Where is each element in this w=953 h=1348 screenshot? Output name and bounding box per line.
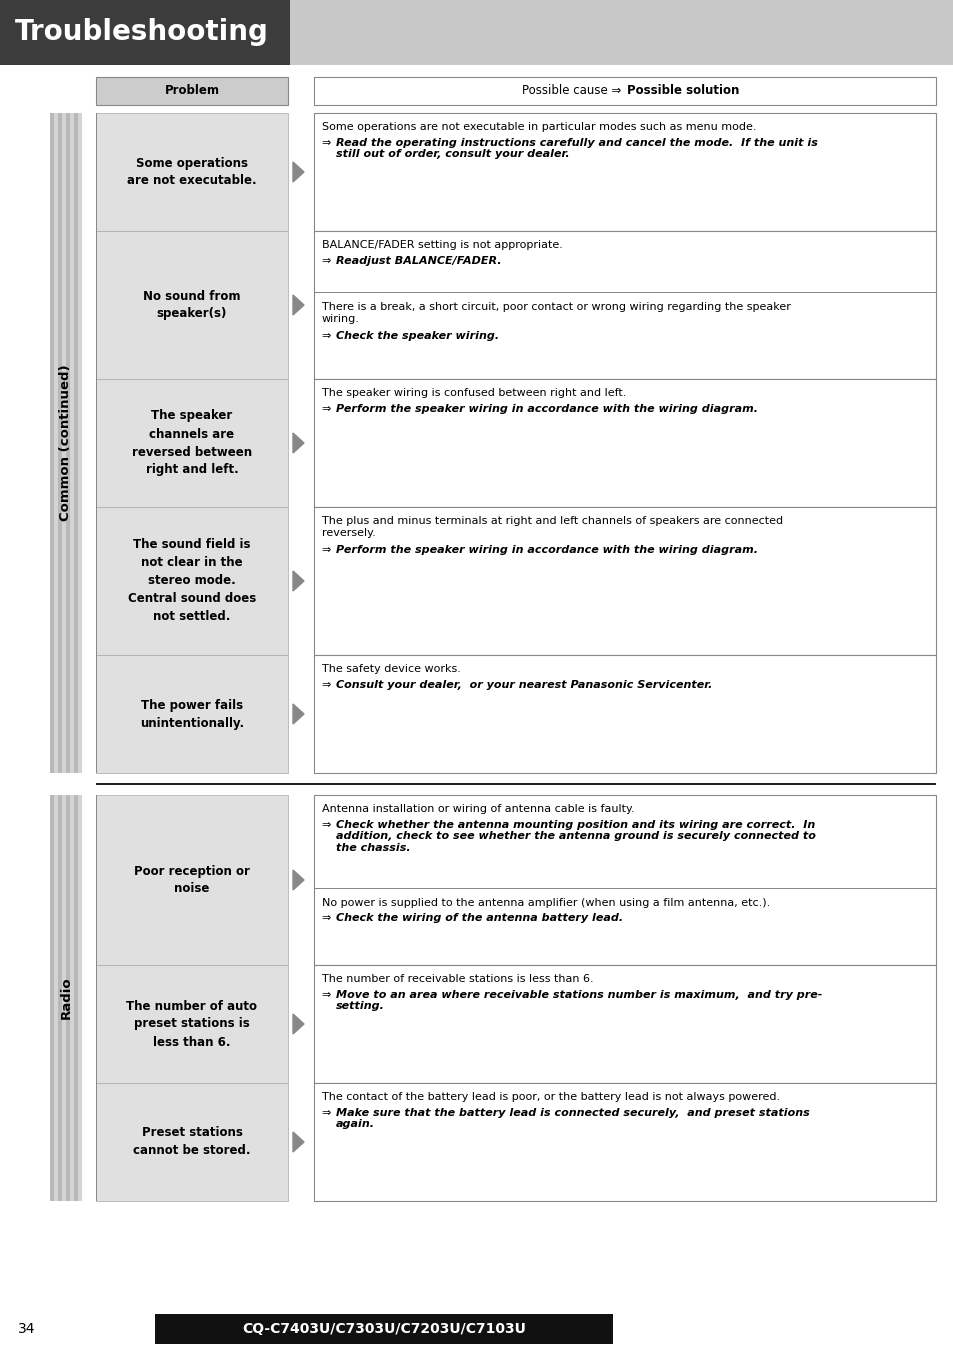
Bar [96, 231, 288, 379]
Bar [314, 77, 935, 105]
Text: The contact of the battery lead is poor, or the battery lead is not always power: The contact of the battery lead is poor,… [322, 1092, 780, 1103]
Polygon shape [293, 869, 304, 890]
Bar [74, 795, 78, 1201]
Text: ⇒: ⇒ [322, 256, 335, 266]
Text: Check the speaker wiring.: Check the speaker wiring. [335, 332, 498, 341]
Bar [58, 795, 62, 1201]
Bar [96, 113, 97, 772]
Bar [314, 965, 935, 1082]
Text: The sound field is
not clear in the
stereo mode.
Central sound does
not settled.: The sound field is not clear in the ster… [128, 538, 255, 624]
Bar [66, 113, 70, 772]
Polygon shape [293, 295, 304, 315]
Text: Problem: Problem [164, 85, 219, 97]
Bar [96, 795, 97, 1201]
Bar [314, 1082, 935, 1201]
Text: The safety device works.: The safety device works. [322, 665, 460, 674]
Text: CQ-C7403U/C7303U/C7203U/C7103U: CQ-C7403U/C7303U/C7203U/C7103U [242, 1322, 525, 1336]
Bar [58, 113, 62, 772]
Bar [314, 113, 935, 231]
Text: The speaker wiring is confused between right and left.: The speaker wiring is confused between r… [322, 388, 626, 398]
Bar [0, 1310, 953, 1348]
Bar [50, 113, 54, 772]
Polygon shape [293, 1132, 304, 1153]
Bar [96, 113, 288, 231]
Text: ⇒: ⇒ [322, 1108, 335, 1117]
Bar [96, 782, 935, 785]
Polygon shape [293, 162, 304, 182]
Text: Possible cause ⇒: Possible cause ⇒ [521, 85, 624, 97]
Text: Check the wiring of the antenna battery lead.: Check the wiring of the antenna battery … [335, 913, 622, 923]
Text: The plus and minus terminals at right and left channels of speakers are connecte: The plus and minus terminals at right an… [322, 516, 782, 538]
Text: Perform the speaker wiring in accordance with the wiring diagram.: Perform the speaker wiring in accordance… [335, 403, 758, 414]
Text: Preset stations
cannot be stored.: Preset stations cannot be stored. [133, 1127, 251, 1158]
Bar [314, 507, 935, 655]
Text: Read the operating instructions carefully and cancel the mode.  If the unit is
s: Read the operating instructions carefull… [335, 137, 817, 159]
Bar [96, 655, 288, 772]
Text: Antenna installation or wiring of antenna cable is faulty.: Antenna installation or wiring of antenn… [322, 803, 634, 814]
Bar [154, 1314, 613, 1344]
Text: No sound from
speaker(s): No sound from speaker(s) [143, 290, 240, 321]
Text: ⇒: ⇒ [322, 545, 335, 555]
Text: ⇒: ⇒ [322, 679, 335, 689]
Polygon shape [293, 572, 304, 590]
Bar [50, 113, 82, 772]
Bar [0, 0, 290, 65]
Text: The speaker
channels are
reversed between
right and left.: The speaker channels are reversed betwee… [132, 410, 252, 476]
Bar [66, 795, 70, 1201]
Bar [314, 795, 935, 965]
Text: Check whether the antenna mounting position and its wiring are correct.  In
addi: Check whether the antenna mounting posit… [335, 820, 815, 853]
Text: ⇒: ⇒ [322, 403, 335, 414]
Text: The power fails
unintentionally.: The power fails unintentionally. [140, 698, 244, 729]
Text: There is a break, a short circuit, poor contact or wrong wiring regarding the sp: There is a break, a short circuit, poor … [322, 302, 790, 324]
Bar [74, 113, 78, 772]
Text: Consult your dealer,  or your nearest Panasonic Servicenter.: Consult your dealer, or your nearest Pan… [335, 679, 712, 689]
Bar [96, 965, 288, 1082]
Text: Some operations are not executable in particular modes such as menu mode.: Some operations are not executable in pa… [322, 123, 756, 132]
Bar [314, 655, 935, 772]
Bar [96, 507, 288, 655]
Text: No power is supplied to the antenna amplifier (when using a film antenna, etc.).: No power is supplied to the antenna ampl… [322, 898, 769, 907]
Text: ⇒: ⇒ [322, 332, 335, 341]
Bar [314, 379, 935, 507]
Text: Troubleshooting: Troubleshooting [15, 19, 269, 46]
Bar [96, 77, 288, 105]
Text: ⇒: ⇒ [322, 137, 335, 147]
Bar [314, 231, 935, 379]
Polygon shape [293, 704, 304, 724]
Text: ⇒: ⇒ [322, 989, 335, 999]
Bar [96, 379, 288, 507]
Bar [96, 795, 288, 965]
Text: Move to an area where receivable stations number is maximum,  and try pre-
setti: Move to an area where receivable station… [335, 989, 821, 1011]
Bar [96, 1082, 288, 1201]
Text: Common (continued): Common (continued) [59, 365, 72, 522]
Polygon shape [293, 433, 304, 453]
Text: BALANCE/FADER setting is not appropriate.: BALANCE/FADER setting is not appropriate… [322, 240, 562, 249]
Text: Make sure that the battery lead is connected securely,  and preset stations
agai: Make sure that the battery lead is conne… [335, 1108, 809, 1130]
Bar [50, 795, 82, 1201]
Text: Perform the speaker wiring in accordance with the wiring diagram.: Perform the speaker wiring in accordance… [335, 545, 758, 555]
Text: Poor reception or
noise: Poor reception or noise [134, 864, 250, 895]
Text: Possible solution: Possible solution [626, 85, 739, 97]
Text: ⇒: ⇒ [322, 913, 335, 923]
Polygon shape [293, 1014, 304, 1034]
Text: Readjust BALANCE/FADER.: Readjust BALANCE/FADER. [335, 256, 501, 266]
Bar [50, 795, 54, 1201]
Bar [0, 0, 953, 65]
Text: Some operations
are not executable.: Some operations are not executable. [127, 156, 256, 187]
Text: ⇒: ⇒ [322, 820, 335, 829]
Text: The number of receivable stations is less than 6.: The number of receivable stations is les… [322, 975, 593, 984]
Text: 34: 34 [18, 1322, 35, 1336]
Text: Radio: Radio [59, 977, 72, 1019]
Text: The number of auto
preset stations is
less than 6.: The number of auto preset stations is le… [127, 999, 257, 1049]
